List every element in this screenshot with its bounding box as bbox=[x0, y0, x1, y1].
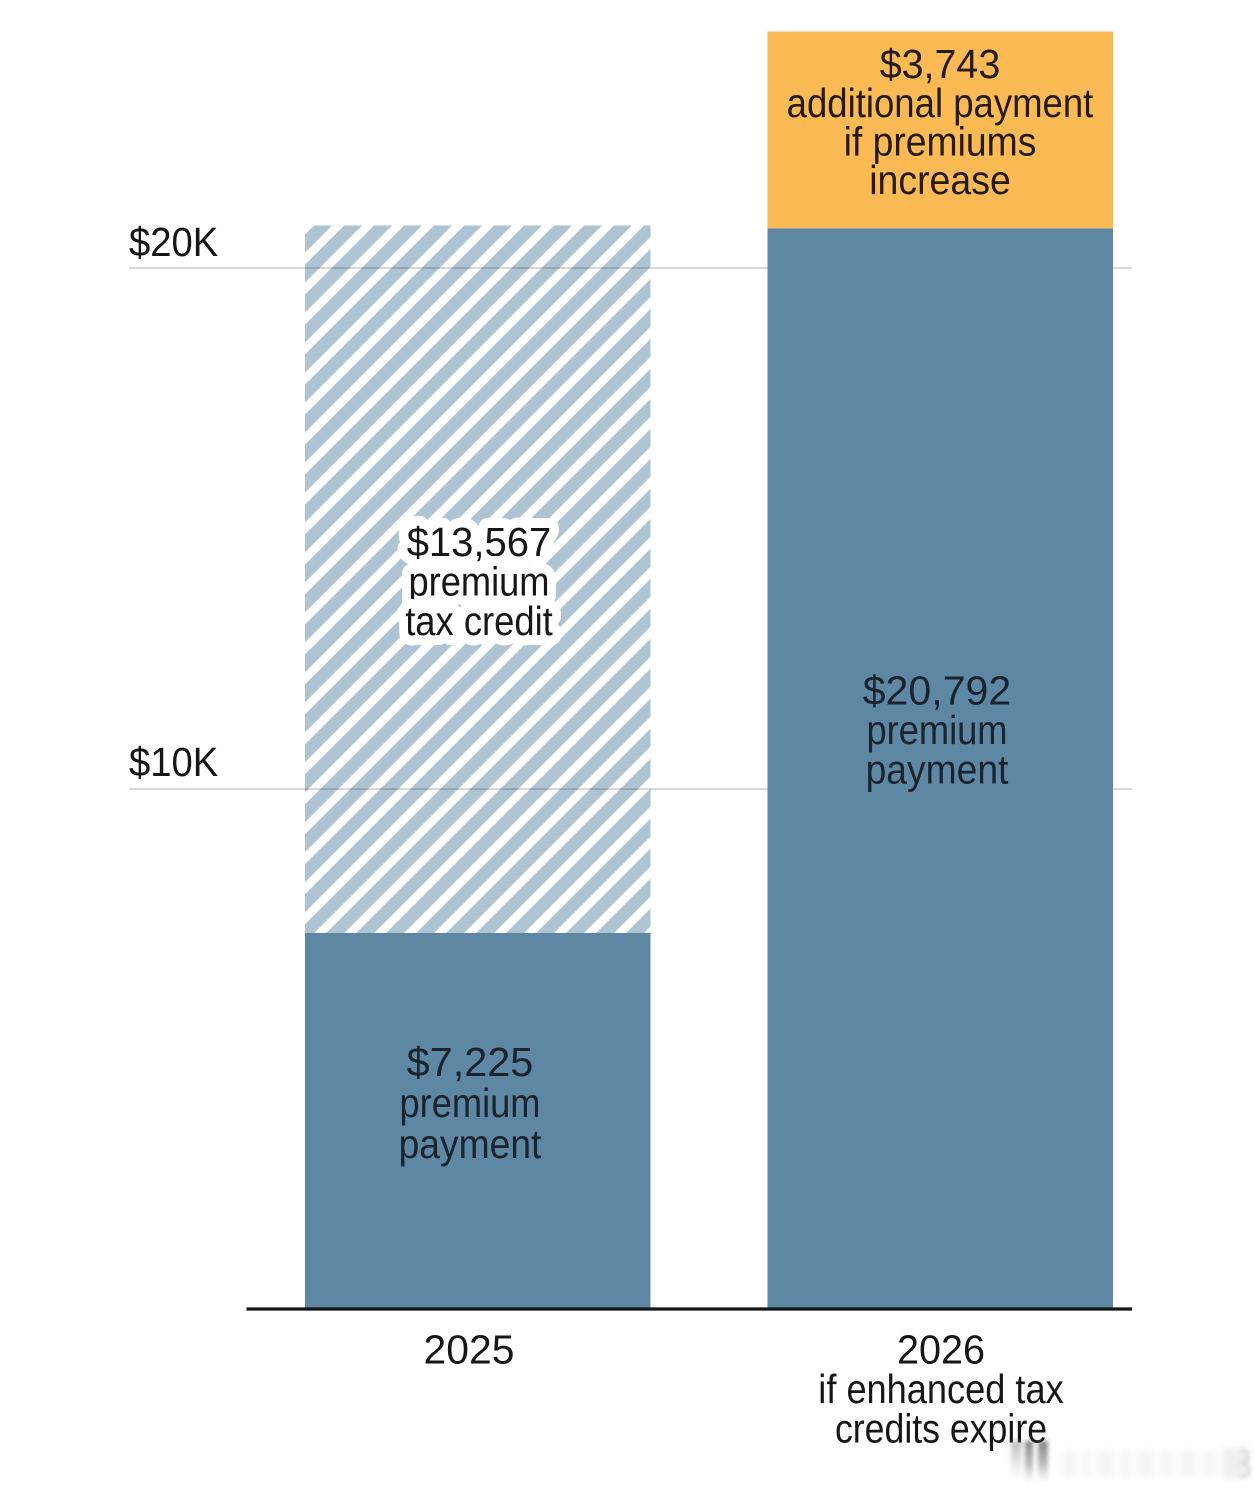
svg-text:if premiums: if premiums bbox=[844, 119, 1037, 165]
svg-text:payment: payment bbox=[399, 1121, 542, 1167]
svg-text:premium: premium bbox=[409, 559, 550, 605]
svg-text:$7,225: $7,225 bbox=[407, 1039, 534, 1085]
svg-text:premium: premium bbox=[400, 1080, 541, 1126]
svg-text:payment: payment bbox=[866, 747, 1009, 793]
svg-text:tax credit: tax credit bbox=[405, 598, 553, 644]
svg-text:if enhanced tax: if enhanced tax bbox=[818, 1366, 1064, 1412]
svg-text:premium: premium bbox=[867, 707, 1008, 753]
svg-text:increase: increase bbox=[869, 157, 1011, 203]
svg-text:additional payment: additional payment bbox=[787, 80, 1094, 126]
svg-text:$20K: $20K bbox=[129, 219, 218, 265]
svg-text:$10K: $10K bbox=[129, 739, 218, 785]
svg-text:2026: 2026 bbox=[897, 1327, 985, 1373]
svg-text:$3,743: $3,743 bbox=[880, 41, 1001, 87]
svg-text:$20,792: $20,792 bbox=[863, 668, 1012, 714]
svg-text:2025: 2025 bbox=[424, 1327, 515, 1373]
svg-text:$13,567: $13,567 bbox=[407, 519, 552, 565]
